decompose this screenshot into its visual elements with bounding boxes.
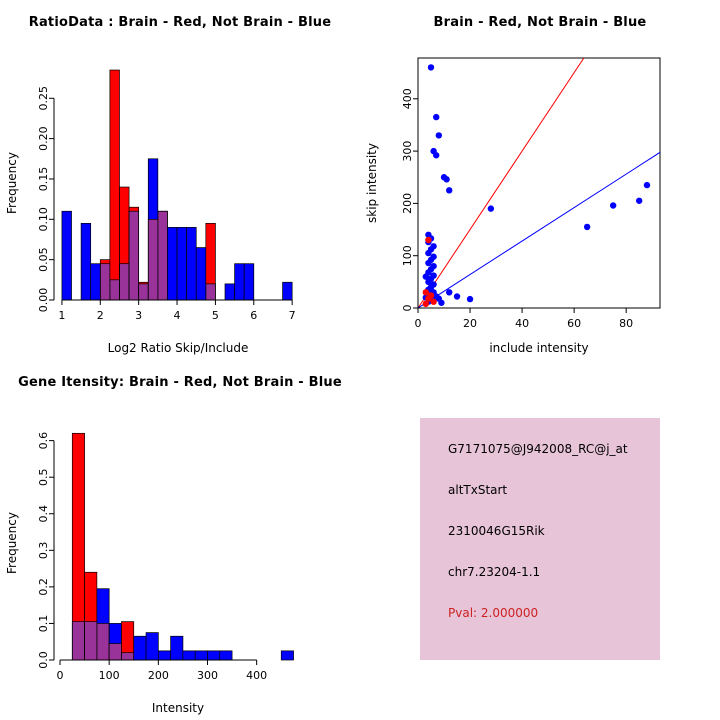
event-type-line: altTxStart bbox=[448, 483, 508, 497]
ratio-histogram-plot: 1 2 3 4 5 6 7 0.00 0.05 0.10 0.15 0.20 0.25 Log2 Rati… bbox=[5, 69, 296, 355]
scatter-title: Brain - Red, Not Brain - Blue bbox=[433, 15, 647, 30]
svg-text:7: 7 bbox=[289, 309, 296, 322]
panel-gene-info: G7171075@J942008_RC@j_at altTxStart 2310… bbox=[360, 360, 720, 720]
svg-text:20: 20 bbox=[463, 317, 477, 330]
svg-text:Intensity: Intensity bbox=[152, 701, 204, 715]
svg-text:0.3: 0.3 bbox=[37, 542, 50, 560]
svg-text:0.20: 0.20 bbox=[37, 126, 50, 151]
svg-text:Log2 Ratio Skip/Include: Log2 Ratio Skip/Include bbox=[108, 341, 249, 355]
svg-text:200: 200 bbox=[148, 669, 169, 682]
svg-text:0.2: 0.2 bbox=[37, 578, 50, 596]
svg-text:0: 0 bbox=[415, 317, 422, 330]
svg-text:include intensity: include intensity bbox=[489, 341, 588, 355]
svg-text:60: 60 bbox=[567, 317, 581, 330]
svg-text:0.00: 0.00 bbox=[37, 288, 50, 313]
svg-text:80: 80 bbox=[619, 317, 633, 330]
svg-text:0: 0 bbox=[401, 305, 414, 312]
gene-histogram-title: Gene Itensity: Brain - Red, Not Brain - … bbox=[18, 375, 342, 390]
svg-text:40: 40 bbox=[515, 317, 529, 330]
svg-text:0.4: 0.4 bbox=[37, 505, 50, 523]
svg-text:0.0: 0.0 bbox=[37, 651, 50, 669]
svg-text:0.5: 0.5 bbox=[37, 468, 50, 486]
svg-text:0.15: 0.15 bbox=[37, 167, 50, 192]
svg-text:0.05: 0.05 bbox=[37, 247, 50, 271]
svg-text:0.10: 0.10 bbox=[37, 207, 50, 232]
gene-info-box: G7171075@J942008_RC@j_at altTxStart 2310… bbox=[420, 418, 660, 660]
svg-text:skip intensity: skip intensity bbox=[365, 143, 379, 223]
svg-text:Frequency: Frequency bbox=[5, 512, 19, 574]
svg-text:0.1: 0.1 bbox=[37, 615, 50, 633]
svg-text:6: 6 bbox=[250, 309, 257, 322]
pval-line: Pval: 2.000000 bbox=[448, 606, 539, 620]
panel-intensity-scatter: Brain - Red, Not Brain - Blue 0 20 40 60 80 0… bbox=[360, 0, 720, 360]
svg-text:300: 300 bbox=[401, 141, 414, 162]
svg-text:1: 1 bbox=[58, 309, 65, 322]
panel-ratio-histogram: RatioData : Brain - Red, Not Brain - Blu… bbox=[0, 0, 360, 360]
intensity-scatter-plot: 0 20 40 60 80 0 100 200 300 400 include intensity s… bbox=[365, 57, 661, 355]
svg-text:300: 300 bbox=[197, 669, 218, 682]
svg-text:0: 0 bbox=[57, 669, 64, 682]
svg-text:100: 100 bbox=[401, 245, 414, 266]
svg-text:0.25: 0.25 bbox=[37, 86, 50, 111]
svg-text:400: 400 bbox=[246, 669, 267, 682]
svg-text:2: 2 bbox=[97, 309, 104, 322]
probe-id-line: G7171075@J942008_RC@j_at bbox=[448, 442, 628, 456]
svg-text:5: 5 bbox=[212, 309, 219, 322]
panel-gene-intensity-histogram: Gene Itensity: Brain - Red, Not Brain - … bbox=[0, 360, 360, 720]
svg-text:100: 100 bbox=[99, 669, 120, 682]
locus-line: chr7.23204-1.1 bbox=[448, 565, 541, 579]
ratio-histogram-title: RatioData : Brain - Red, Not Brain - Blu… bbox=[28, 15, 332, 30]
svg-text:3: 3 bbox=[135, 309, 142, 322]
svg-text:400: 400 bbox=[401, 88, 414, 109]
gene-intensity-histogram-plot: 0 100 200 300 400 0.0 0.1 0.2 0.3 0.4 0.5 0.6 Intens… bbox=[5, 432, 294, 715]
gene-symbol-line: 2310046G15Rik bbox=[448, 524, 545, 538]
svg-text:4: 4 bbox=[174, 309, 181, 322]
svg-text:Frequency: Frequency bbox=[5, 152, 19, 214]
svg-text:200: 200 bbox=[401, 193, 414, 214]
svg-text:0.6: 0.6 bbox=[37, 432, 50, 450]
